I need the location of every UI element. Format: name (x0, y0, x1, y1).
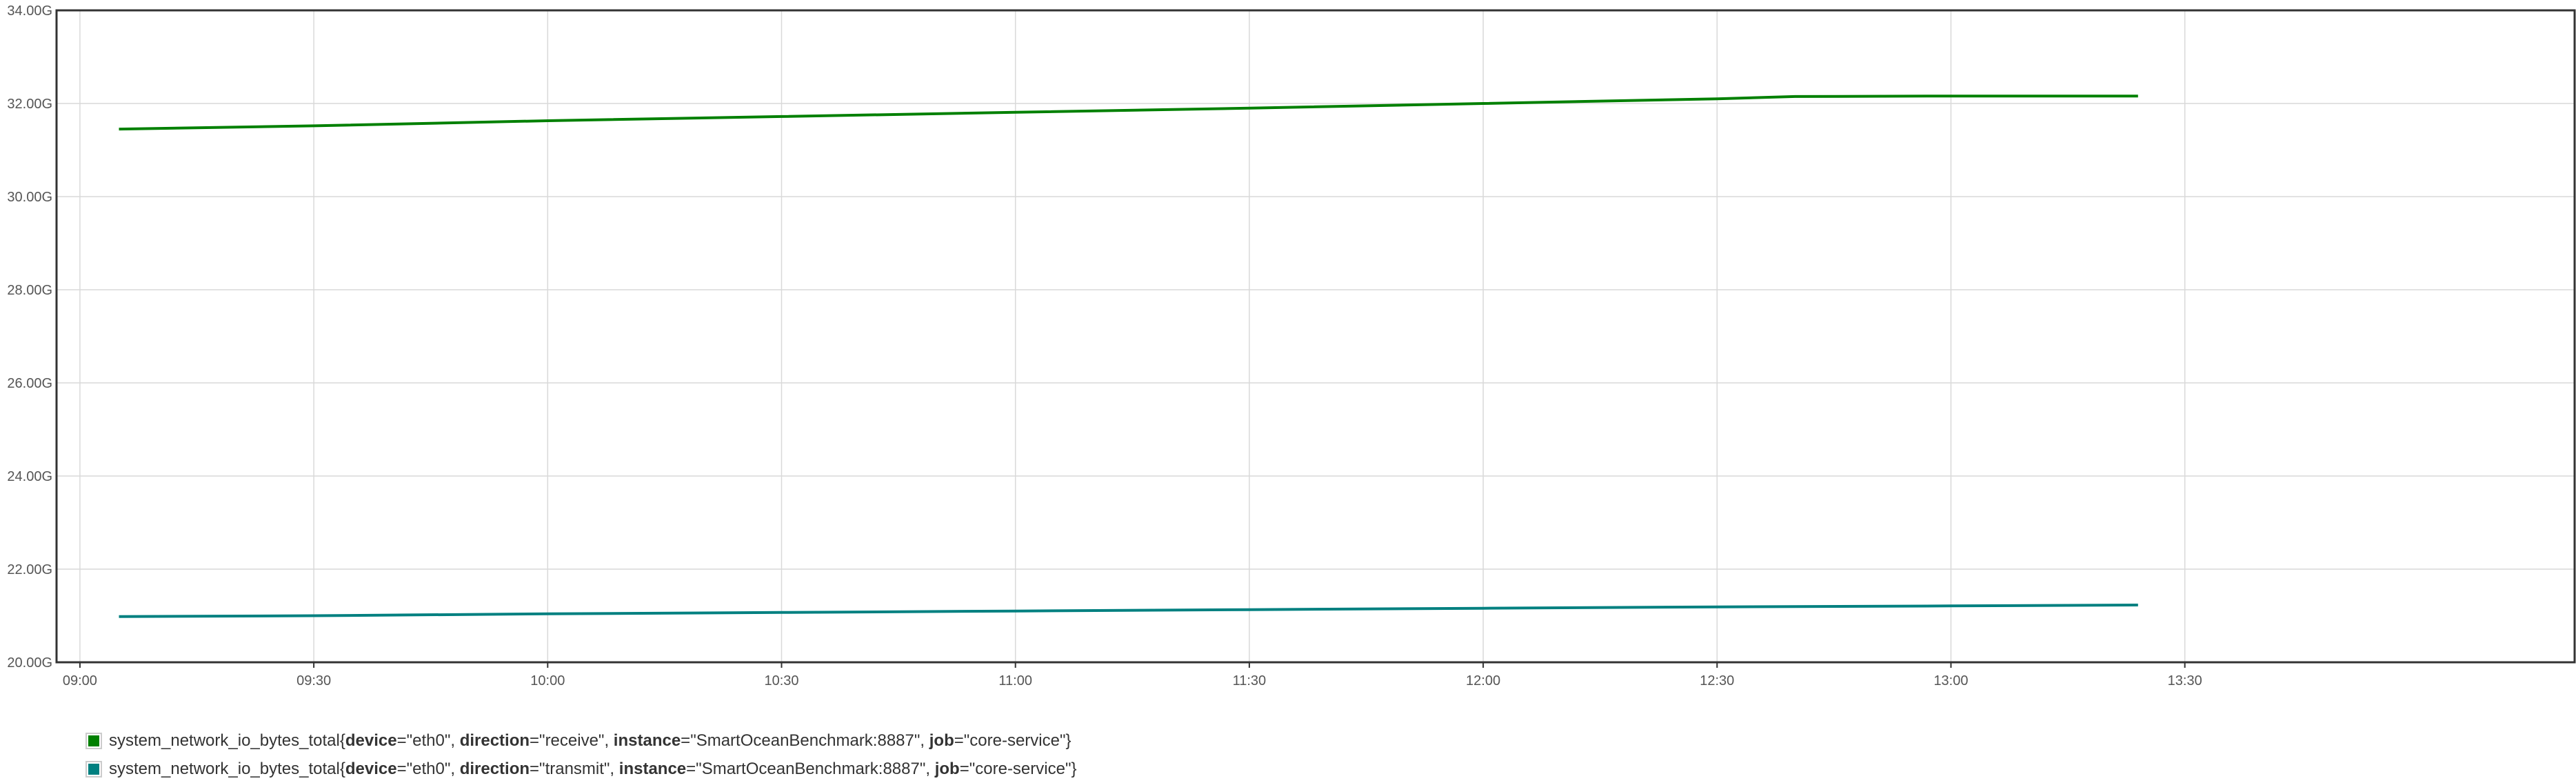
label-brace: { (339, 760, 345, 778)
label-key: instance (618, 760, 687, 778)
series (119, 95, 2138, 618)
label-value: ="SmartOceanBenchmark:8887", (686, 760, 935, 778)
y-tick-label: 34.00G (7, 3, 52, 19)
x-tick-label: 12:30 (1700, 673, 1734, 688)
metric-name: system_network_io_bytes_total (109, 731, 340, 750)
label-value: ="core-service"} (959, 760, 1077, 778)
label-key: direction (459, 760, 530, 778)
y-axis: 20.00G 22.00G 24.00G 26.00G 28.00G 30.00G 32.0… (7, 3, 52, 671)
label-value: ="transmit", (530, 760, 619, 778)
legend-item-receive[interactable]: system_network_io_bytes_total{device="et… (85, 726, 1077, 755)
label-key: job (934, 760, 960, 778)
label-value: ="eth0", (396, 731, 460, 750)
x-tick-label: 10:00 (530, 673, 565, 688)
y-tick-label: 32.00G (7, 97, 52, 112)
x-tick-label: 09:30 (296, 673, 331, 688)
grid (57, 10, 2575, 663)
line-chart: 20.00G 22.00G 24.00G 26.00G 28.00G 30.00G 32.0… (7, 3, 2576, 688)
legend-label: system_network_io_bytes_total{device="et… (109, 726, 1071, 755)
metric-name: system_network_io_bytes_total (109, 760, 340, 778)
label-brace: { (339, 731, 345, 750)
series-line-receive[interactable] (119, 95, 2138, 131)
x-axis: 09:00 09:30 10:00 10:30 11:00 11:30 12:00 12:30… (63, 662, 2202, 688)
x-tick-label: 13:30 (2168, 673, 2202, 688)
x-tick-label: 09:00 (63, 673, 97, 688)
series-line-transmit[interactable] (119, 604, 2138, 618)
plot-frame (55, 9, 2576, 664)
label-value: ="receive", (530, 731, 614, 750)
label-key: instance (613, 731, 681, 750)
legend-item-transmit[interactable]: system_network_io_bytes_total{device="et… (85, 755, 1077, 783)
legend-swatch-icon[interactable] (85, 760, 102, 777)
label-key: device (345, 760, 397, 778)
legend-swatch-icon[interactable] (85, 732, 102, 749)
x-tick-label: 12:00 (1466, 673, 1500, 688)
x-tick-label: 11:00 (998, 673, 1032, 688)
legend: system_network_io_bytes_total{device="et… (85, 726, 1077, 783)
y-tick-label: 20.00G (7, 655, 52, 671)
y-tick-label: 24.00G (7, 469, 52, 484)
label-key: job (929, 731, 954, 750)
y-tick-label: 22.00G (7, 562, 52, 577)
label-key: direction (459, 731, 530, 750)
label-key: device (345, 731, 397, 750)
x-tick-label: 13:00 (1933, 673, 1968, 688)
label-value: ="SmartOceanBenchmark:8887", (681, 731, 929, 750)
legend-label: system_network_io_bytes_total{device="et… (109, 755, 1077, 783)
y-tick-label: 30.00G (7, 190, 52, 205)
label-value: ="eth0", (396, 760, 460, 778)
x-tick-label: 10:30 (764, 673, 798, 688)
y-tick-label: 28.00G (7, 283, 52, 298)
x-tick-label: 11:30 (1233, 673, 1267, 688)
y-tick-label: 26.00G (7, 376, 52, 391)
label-value: ="core-service"} (954, 731, 1071, 750)
